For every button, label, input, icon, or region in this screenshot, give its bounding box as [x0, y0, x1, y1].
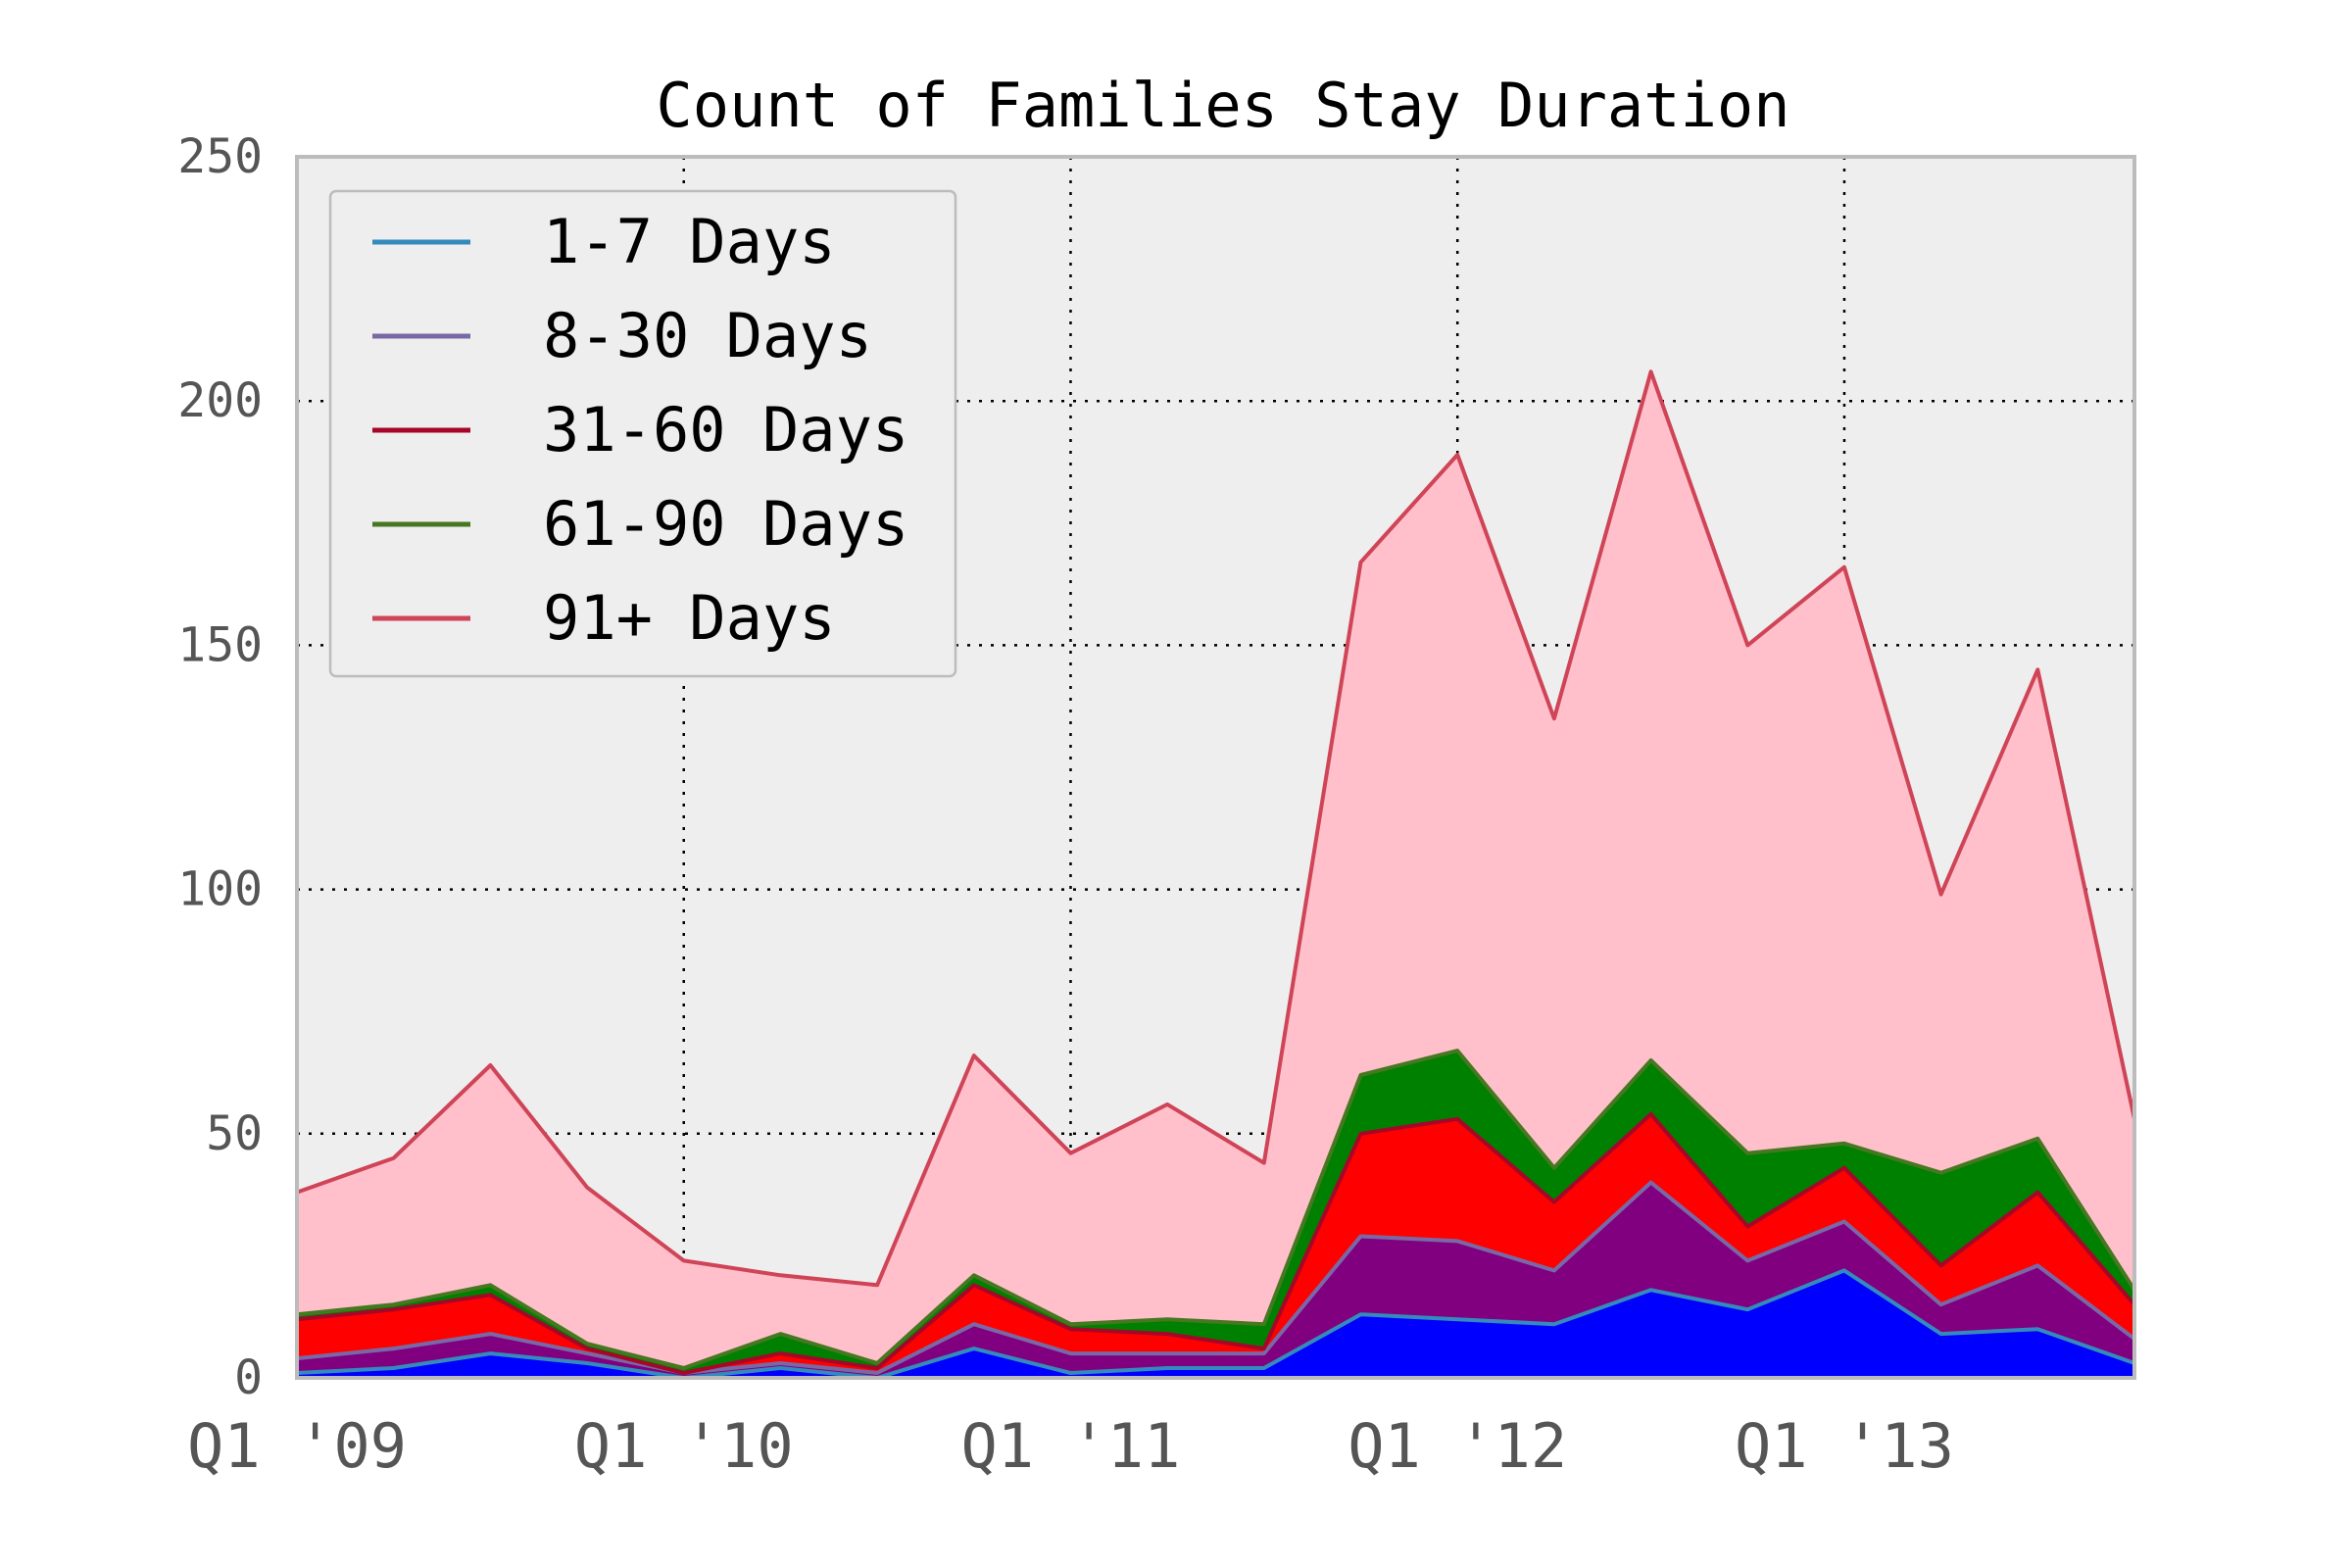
x-tick-label: Q1 '11 [960, 1410, 1180, 1482]
line-1-7-days [296, 1268, 2135, 1380]
x-tick-label: Q1 '13 [1735, 1410, 1954, 1482]
legend-label-31-60-days: 31-60 Days [543, 394, 908, 466]
area-61-90-days [297, 1051, 2134, 1373]
area-31-60-days [297, 1113, 2134, 1373]
plot-frame [295, 155, 2136, 1380]
line-91-days [296, 369, 2136, 1288]
y-tick-label: 150 [177, 617, 263, 672]
line-31-60-days [296, 1111, 2136, 1375]
area-8-30-days [297, 1182, 2134, 1378]
y-tick-label: 200 [177, 373, 263, 428]
chart-title: Count of Families Stay Duration [656, 70, 1789, 141]
area-91-days [297, 371, 2134, 1368]
y-tick-label: 0 [234, 1350, 263, 1405]
y-tick-label: 100 [177, 862, 263, 917]
legend: 1-7 Days 8-30 Days 31-60 Days 61-90 Days 91+… [328, 189, 957, 678]
legend-label-8-30-days: 8-30 Days [543, 300, 872, 371]
x-tick-label: Q1 '09 [187, 1410, 407, 1482]
legend-label-61-90-days: 61-90 Days [543, 488, 908, 560]
y-tick-label: 250 [177, 129, 263, 184]
area-1-7-days [297, 1270, 2134, 1378]
line-61-90-days [296, 1049, 2136, 1370]
line-8-30-days [296, 1180, 2136, 1375]
legend-label-1-7-days: 1-7 Days [543, 206, 836, 277]
y-tick-label: 50 [206, 1106, 263, 1161]
x-tick-label: Q1 '10 [574, 1410, 794, 1482]
x-tick-label: Q1 '12 [1348, 1410, 1567, 1482]
legend-box [328, 189, 957, 678]
legend-label-91-days: 91+ Days [543, 582, 836, 654]
